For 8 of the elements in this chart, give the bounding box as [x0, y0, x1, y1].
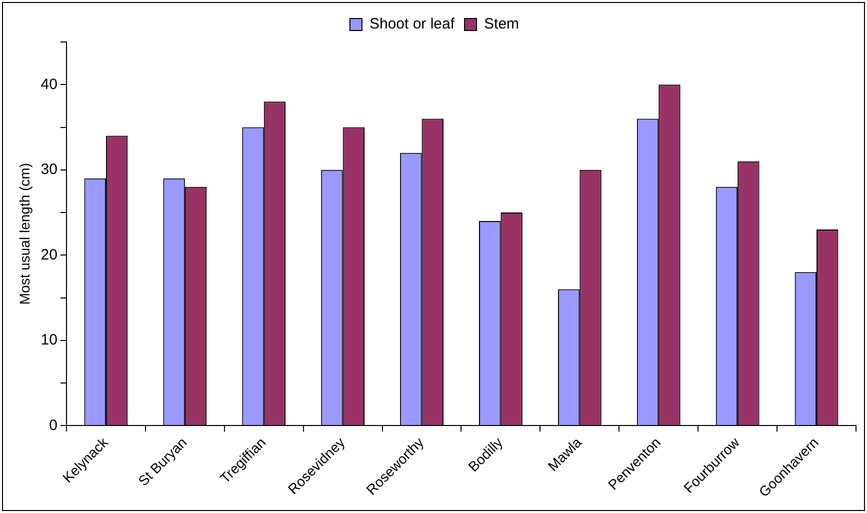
- y-tick-label: 30: [40, 161, 58, 178]
- y-axis-title: Most usual length (cm): [16, 163, 32, 305]
- y-tick-label: 40: [40, 76, 58, 93]
- y-tick-label: 0: [49, 416, 58, 434]
- y-tick-label: 10: [40, 332, 58, 349]
- legend-label: Stem: [484, 16, 520, 33]
- legend-label: Shoot or leaf: [369, 16, 456, 33]
- y-tick-label: 20: [40, 246, 58, 264]
